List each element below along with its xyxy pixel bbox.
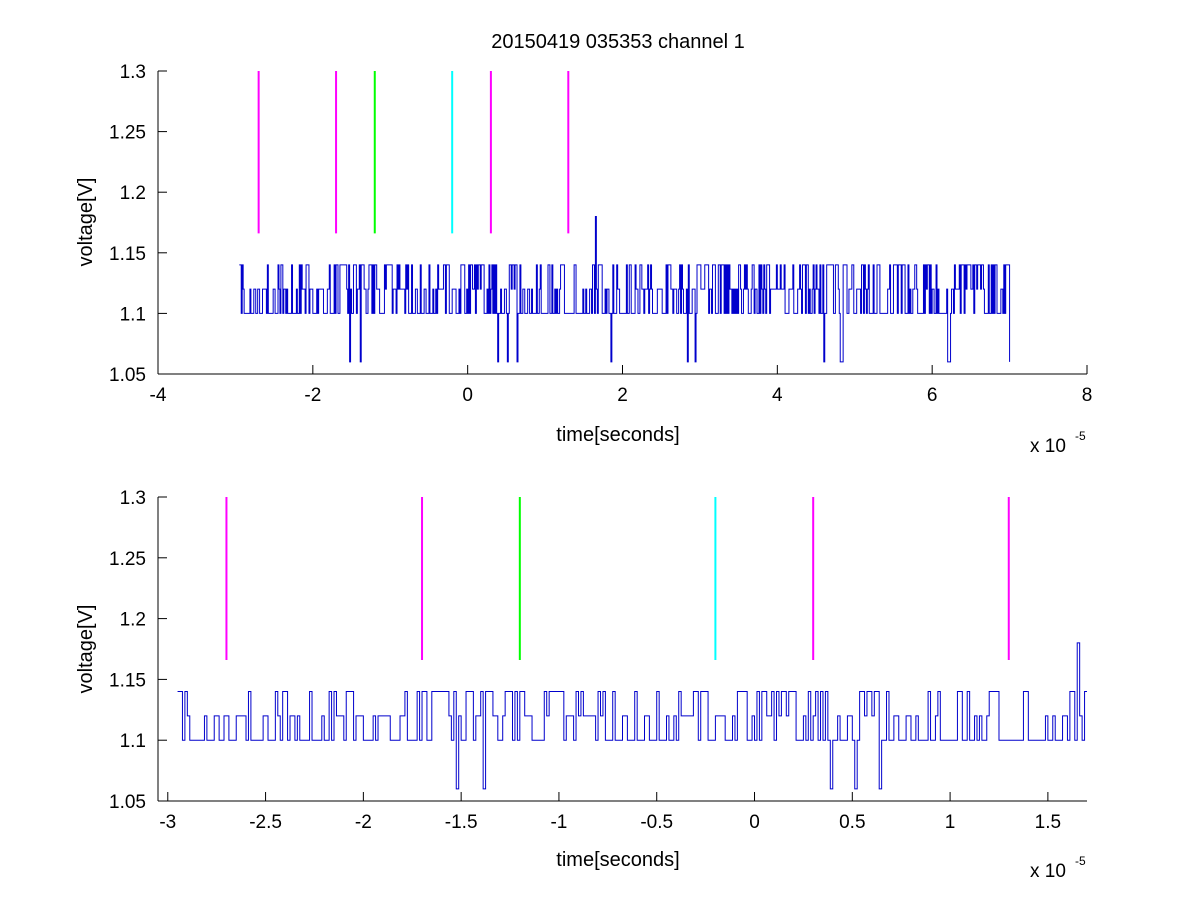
- x-tick-label: -1.5: [445, 812, 478, 833]
- x-tick-label: -0.5: [640, 812, 673, 833]
- y-tick-label: 1.2: [120, 610, 146, 631]
- x-tick-label: -3: [159, 812, 176, 833]
- x-tick-label: 2: [617, 385, 628, 406]
- x-tick-label: -4: [150, 385, 167, 406]
- bottom-plot: -3 -2.5 -2 -1.5 -1 -0.5 0 0.5 1 1.5 1.05 1.1 1.15 1.2…: [109, 488, 1087, 833]
- y-tick-label: 1.1: [120, 304, 146, 325]
- x-tick-label: 8: [1082, 385, 1093, 406]
- x-tick-label: 0.5: [839, 812, 865, 833]
- x-tick-label: 1.5: [1035, 812, 1061, 833]
- signal-trace: [177, 642, 1087, 790]
- y-tick-label: 1.05: [109, 365, 146, 386]
- chart-title: 20150419 035353 channel 1: [491, 31, 745, 53]
- y-tick-label: 1.3: [120, 62, 146, 83]
- x-tick-label: -1: [550, 812, 567, 833]
- x-tick-label: 0: [462, 385, 473, 406]
- top-x-multiplier-exponent: -5: [1075, 429, 1086, 443]
- y-tick-label: 1.25: [109, 549, 146, 570]
- y-tick-label: 1.25: [109, 123, 146, 144]
- bottom-x-multiplier: x 10: [1030, 861, 1066, 882]
- top-x-axis-label: time[seconds]: [556, 424, 679, 446]
- top-x-multiplier: x 10: [1030, 436, 1066, 457]
- x-tick-label: 4: [772, 385, 783, 406]
- bottom-x-axis-label: time[seconds]: [556, 849, 679, 871]
- top-y-axis-label: voltage[V]: [75, 178, 97, 267]
- x-tick-label: 1: [945, 812, 956, 833]
- x-tick-label: -2: [355, 812, 372, 833]
- y-tick-label: 1.15: [109, 244, 146, 265]
- top-plot: -4 -2 0 2 4 6 8 1.05 1.1 1.15 1.2 1.25 1.3: [109, 62, 1092, 406]
- y-tick-label: 1.15: [109, 670, 146, 691]
- x-tick-label: 6: [927, 385, 938, 406]
- bottom-y-axis-label: voltage[V]: [75, 605, 97, 694]
- y-tick-label: 1.2: [120, 183, 146, 204]
- y-tick-label: 1.1: [120, 731, 146, 752]
- signal-trace: [239, 215, 1011, 363]
- x-tick-label: 0: [749, 812, 760, 833]
- bottom-x-multiplier-exponent: -5: [1075, 854, 1086, 868]
- x-tick-label: -2: [304, 385, 321, 406]
- y-tick-label: 1.3: [120, 488, 146, 509]
- x-tick-label: -2.5: [249, 812, 282, 833]
- y-tick-label: 1.05: [109, 792, 146, 813]
